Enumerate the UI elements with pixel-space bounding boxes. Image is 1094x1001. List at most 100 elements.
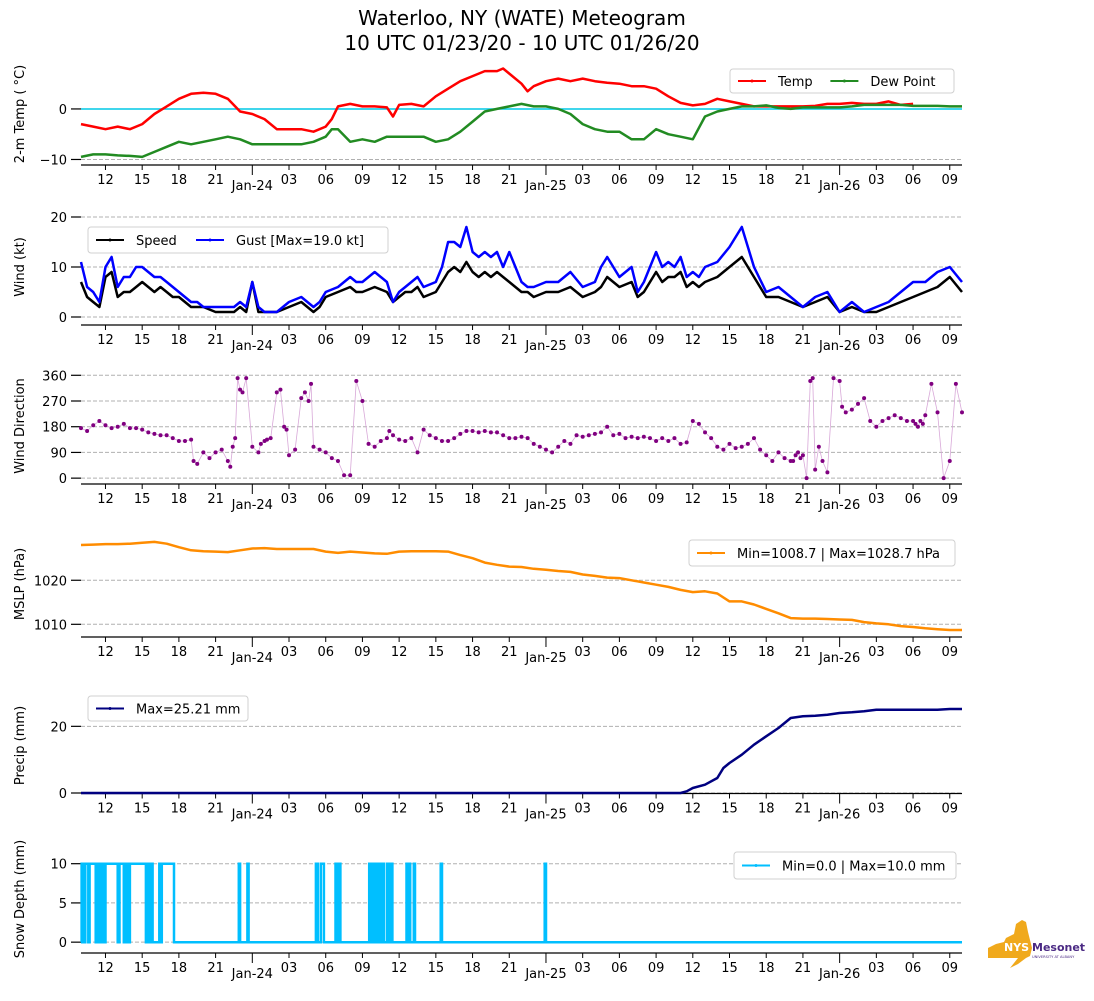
x-tick-label-temp: 15 bbox=[428, 173, 445, 188]
x-tick-label-mslp: 15 bbox=[428, 645, 445, 660]
wind-direction-point bbox=[929, 381, 934, 386]
x-tick-label-wdir: Jan-26 bbox=[818, 498, 860, 513]
x-tick-label-mslp: 12 bbox=[97, 645, 114, 660]
wind-direction-point bbox=[820, 459, 825, 463]
x-tick-label-precip: 09 bbox=[941, 802, 958, 817]
x-tick-label-wdir: 06 bbox=[317, 492, 334, 507]
x-tick-label-snow: 18 bbox=[171, 961, 188, 976]
x-tick-label-snow: Jan-25 bbox=[524, 967, 566, 982]
wind-direction-point bbox=[306, 399, 311, 403]
x-tick-label-snow: 21 bbox=[207, 961, 224, 976]
title-line-2: 10 UTC 01/23/20 - 10 UTC 01/26/20 bbox=[344, 31, 700, 55]
wind-direction-point bbox=[531, 441, 536, 446]
x-tick-label-wdir: 06 bbox=[905, 492, 922, 507]
wind-direction-point bbox=[840, 404, 845, 409]
y-tick-label-precip: 20 bbox=[50, 720, 67, 735]
x-tick-label-wdir: 12 bbox=[685, 492, 702, 507]
x-tick-label-precip: Jan-24 bbox=[231, 808, 273, 823]
x-tick-label-wdir: 21 bbox=[795, 492, 812, 507]
x-tick-label-wind: 15 bbox=[428, 333, 445, 348]
wind-direction-point bbox=[733, 446, 738, 451]
wind-direction-point bbox=[282, 424, 287, 429]
x-tick-label-snow: 12 bbox=[391, 961, 408, 976]
x-tick-label-precip: Jan-26 bbox=[818, 808, 860, 823]
x-tick-label-wind: 12 bbox=[97, 333, 114, 348]
x-tick-label-mslp: 03 bbox=[281, 645, 298, 660]
x-tick-label-snow: 06 bbox=[611, 961, 628, 976]
x-tick-label-snow: 15 bbox=[721, 961, 738, 976]
wind-direction-point bbox=[495, 430, 500, 435]
y-axis-label-temp: 2-m Temp ( °C) bbox=[13, 65, 28, 163]
y-tick-label-mslp: 1020 bbox=[34, 574, 67, 589]
x-tick-label-temp: 18 bbox=[171, 173, 188, 188]
wind-direction-point bbox=[219, 447, 224, 452]
x-tick-label-temp: 09 bbox=[648, 173, 665, 188]
y-axis-label-mslp: MSLP (hPa) bbox=[13, 548, 28, 620]
y-axis-label-wind: Wind (kt) bbox=[13, 237, 28, 297]
legend-label-mslp: Min=1008.7 | Max=1028.7 hPa bbox=[737, 547, 940, 562]
wind-direction-point bbox=[97, 419, 102, 423]
x-tick-label-snow: 21 bbox=[795, 961, 812, 976]
wind-direction-point bbox=[85, 429, 90, 433]
wind-direction-point bbox=[302, 390, 307, 395]
x-tick-label-mslp: Jan-24 bbox=[231, 651, 273, 666]
legend-label-precip: Max=25.21 mm bbox=[136, 703, 240, 718]
wind-direction-point bbox=[366, 441, 371, 446]
legend-marker-temp bbox=[842, 79, 846, 83]
wind-direction-point bbox=[293, 447, 298, 452]
wind-direction-point bbox=[470, 429, 475, 433]
x-tick-label-snow: 06 bbox=[317, 961, 334, 976]
x-tick-label-wdir: 03 bbox=[574, 492, 591, 507]
x-tick-label-mslp: 21 bbox=[795, 645, 812, 660]
x-tick-label-precip: 18 bbox=[464, 802, 481, 817]
x-tick-label-temp: 03 bbox=[574, 173, 591, 188]
x-tick-label-wind: Jan-24 bbox=[231, 339, 273, 354]
x-tick-label-wind: 06 bbox=[611, 333, 628, 348]
wind-direction-point bbox=[91, 423, 96, 428]
y-tick-label-temp: −10 bbox=[40, 153, 67, 168]
x-tick-label-wdir: 15 bbox=[428, 492, 445, 507]
series-precip-0 bbox=[81, 707, 962, 795]
x-tick-label-precip: Jan-25 bbox=[524, 808, 566, 823]
x-tick-label-wdir: 06 bbox=[611, 492, 628, 507]
x-tick-label-snow: 09 bbox=[648, 961, 665, 976]
wind-direction-point bbox=[641, 434, 646, 439]
x-tick-label-precip: 09 bbox=[354, 802, 371, 817]
wind-direction-point bbox=[543, 447, 548, 452]
wind-direction-point bbox=[855, 401, 860, 406]
wind-direction-point bbox=[317, 447, 322, 452]
wind-direction-point bbox=[191, 459, 196, 463]
wind-direction-point bbox=[488, 430, 493, 435]
wind-direction-point bbox=[299, 396, 304, 401]
wind-direction-point bbox=[287, 453, 292, 458]
x-tick-label-mslp: 18 bbox=[171, 645, 188, 660]
x-tick-label-mslp: 06 bbox=[611, 645, 628, 660]
x-tick-label-temp: 09 bbox=[354, 173, 371, 188]
wind-direction-point bbox=[678, 441, 683, 446]
wind-direction-point bbox=[342, 473, 347, 478]
wind-direction-point bbox=[825, 470, 830, 475]
wind-direction-point bbox=[849, 407, 854, 412]
wind-direction-point bbox=[791, 459, 796, 463]
wind-direction-point bbox=[230, 444, 235, 449]
x-tick-label-temp: 12 bbox=[391, 173, 408, 188]
wind-direction-point bbox=[228, 464, 233, 469]
wind-direction-point bbox=[556, 444, 561, 449]
x-tick-label-wind: 09 bbox=[648, 333, 665, 348]
wind-direction-point bbox=[250, 444, 255, 449]
x-tick-label-wind: 18 bbox=[758, 333, 775, 348]
wind-direction-point bbox=[452, 436, 457, 441]
x-tick-label-precip: 12 bbox=[685, 802, 702, 817]
wind-direction-point bbox=[284, 427, 289, 432]
x-tick-label-precip: 06 bbox=[611, 802, 628, 817]
wind-direction-point bbox=[862, 396, 867, 401]
y-tick-label-snow: 0 bbox=[59, 936, 67, 951]
wind-direction-point bbox=[348, 473, 353, 478]
y-tick-label-wdir: 90 bbox=[50, 446, 67, 461]
wind-direction-point bbox=[329, 456, 334, 461]
x-tick-label-snow: 06 bbox=[905, 961, 922, 976]
wind-direction-point bbox=[121, 421, 126, 426]
x-tick-label-mslp: 15 bbox=[721, 645, 738, 660]
x-tick-label-mslp: 06 bbox=[905, 645, 922, 660]
x-tick-label-temp: 03 bbox=[868, 173, 885, 188]
